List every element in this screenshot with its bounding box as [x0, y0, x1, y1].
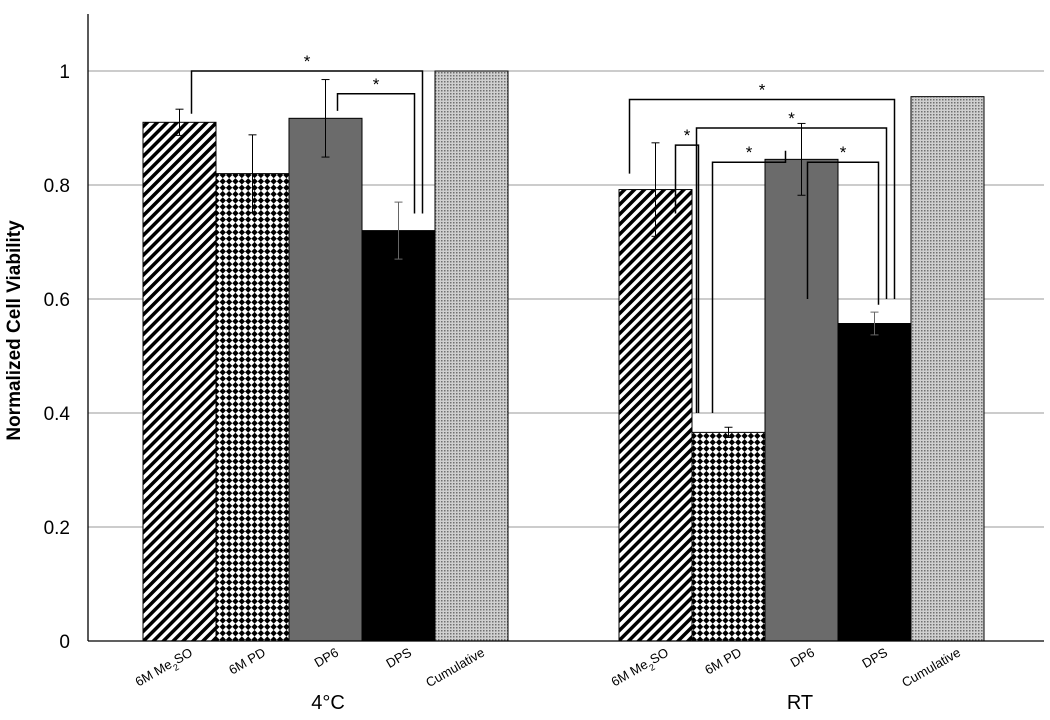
bar: [618, 189, 693, 642]
x-tick-label: 6M Me2SO: [608, 645, 673, 693]
significance-bracket: *: [674, 126, 700, 413]
tick-text: DPS: [859, 644, 890, 671]
y-tick-label: 0.6: [44, 290, 70, 311]
error-bar: [321, 79, 330, 158]
tick-text: 6M Me: [132, 657, 174, 690]
group-label: 4°C: [311, 692, 345, 714]
y-tick-label: 0.4: [44, 404, 71, 425]
tick-subscript: 2: [647, 662, 656, 673]
bracket-line: [711, 150, 787, 413]
error-bar: [651, 142, 660, 237]
significance-marker: *: [759, 81, 766, 100]
bar: [837, 323, 912, 642]
bracket-line: [695, 127, 888, 413]
tick-text: DP6: [312, 645, 341, 671]
significance-marker: *: [684, 126, 691, 145]
y-tick-label: 0: [59, 632, 70, 653]
bar: [764, 158, 839, 642]
significance-marker: *: [746, 143, 753, 162]
significance-bracket: *: [711, 143, 787, 413]
tick-text: DPS: [383, 644, 414, 671]
significance-marker: *: [840, 143, 847, 162]
error-bar: [870, 311, 879, 336]
significance-bracket: *: [190, 52, 424, 214]
bar: [288, 117, 363, 642]
tick-text: Cumulative: [423, 645, 487, 691]
error-bars: [175, 79, 879, 439]
y-axis-label: Normalized Cell Viability: [4, 220, 25, 441]
x-tick-label: DP6: [788, 645, 817, 671]
y-tick-label: 0.2: [44, 518, 70, 539]
x-tick-label: 6M Me2SO: [132, 645, 197, 693]
tick-text: 6M Me: [608, 657, 650, 690]
significance-bracket: *: [628, 81, 896, 299]
significance-bracket: *: [695, 109, 888, 413]
tick-subscript: 2: [171, 662, 180, 673]
y-tick-label: 0.8: [44, 176, 70, 197]
x-tick-label: 6M PD: [226, 645, 268, 678]
tick-text: 6M PD: [226, 645, 268, 678]
bar: [910, 96, 985, 642]
y-tick-label: 1: [59, 62, 70, 83]
tick-text: Cumulative: [899, 645, 963, 691]
significance-bracket: *: [806, 143, 880, 305]
bracket-line: [190, 70, 424, 214]
bar: [434, 70, 509, 642]
significance-marker: *: [304, 52, 311, 71]
bracket-line: [628, 98, 896, 299]
bar: [142, 121, 217, 642]
error-bar: [394, 201, 403, 260]
bars: [142, 70, 985, 642]
error-bar: [724, 426, 733, 439]
significance-bracket: *: [336, 75, 416, 214]
bar: [361, 230, 436, 642]
error-bar: [248, 134, 257, 213]
error-bar: [797, 122, 806, 196]
tick-text: 6M PD: [702, 645, 744, 678]
x-tick-label: DPS: [859, 644, 890, 671]
bracket-line: [336, 93, 416, 214]
significance-marker: *: [788, 109, 795, 128]
group-label: RT: [787, 692, 813, 714]
bar: [215, 173, 290, 642]
x-tick-label: Cumulative: [899, 645, 963, 691]
error-bar: [175, 108, 184, 136]
significance-brackets: * * * * * * *: [190, 52, 896, 413]
x-tick-label: Cumulative: [423, 645, 487, 691]
x-tick-label: DP6: [312, 645, 341, 671]
x-tick-label: DPS: [383, 644, 414, 671]
bar: [691, 431, 766, 642]
significance-marker: *: [373, 75, 380, 94]
bracket-line: [806, 161, 880, 305]
bracket-line: [674, 144, 700, 413]
tick-text: DP6: [788, 645, 817, 671]
x-tick-label: 6M PD: [702, 645, 744, 678]
axes: [87, 14, 1044, 642]
